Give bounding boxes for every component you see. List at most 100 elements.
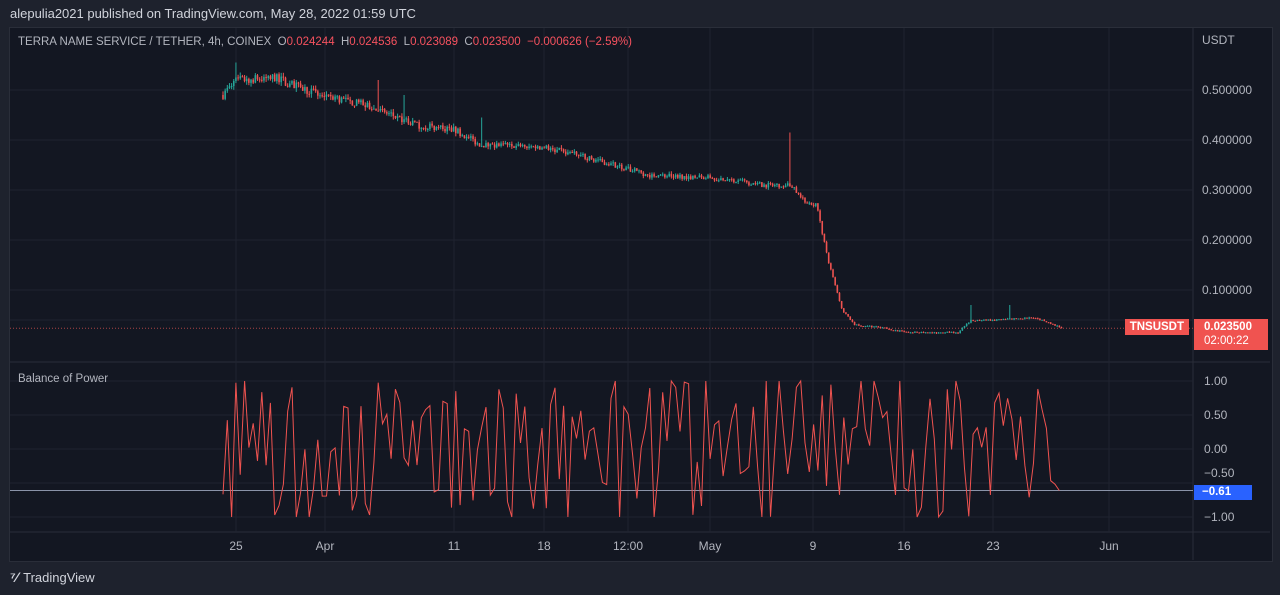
candle-body (230, 86, 233, 88)
candle-body (817, 203, 819, 211)
candle-body (252, 79, 254, 83)
candle-body (942, 332, 944, 334)
candle-body (871, 325, 873, 328)
candle-body (500, 143, 502, 146)
candle-body (239, 76, 242, 79)
candle-body (877, 326, 880, 328)
candle-body (888, 328, 890, 330)
candle-body (276, 74, 278, 82)
candle-body (903, 330, 905, 332)
candle-body (806, 202, 808, 204)
candle-body (1004, 319, 1007, 321)
price-tick-label: 0.200000 (1202, 233, 1252, 247)
candle-body (534, 146, 537, 149)
candle-body (821, 221, 824, 234)
candle-body (989, 319, 992, 321)
candle-body (457, 128, 459, 134)
candle-body (855, 324, 858, 326)
candle-body (319, 95, 321, 97)
candle-body (1047, 322, 1050, 324)
candle-body (761, 182, 763, 187)
candle-body (679, 174, 681, 178)
candle-body (409, 123, 412, 125)
candle-body (1008, 318, 1011, 320)
candle-body (655, 176, 658, 178)
candle-body (603, 162, 606, 165)
candle-body (278, 74, 280, 83)
candle-body (965, 323, 968, 327)
candle-body (802, 197, 804, 199)
candle-body (657, 175, 660, 178)
candle-body (864, 326, 867, 328)
candle-body (702, 177, 705, 180)
candle-body (866, 325, 869, 327)
candle-body (842, 308, 845, 313)
candle-body (1054, 324, 1056, 326)
candle-body (390, 112, 392, 114)
candle-body (336, 96, 339, 98)
candle-body (1049, 322, 1052, 324)
candle-body (416, 121, 418, 123)
high-label: H (340, 36, 350, 48)
candle-body (808, 202, 811, 204)
time-label: 12:00 (613, 539, 643, 553)
candle-body (1058, 325, 1061, 328)
candle-body (439, 125, 442, 128)
close-value: 0.023500 (472, 36, 521, 48)
candle-body (927, 332, 929, 334)
candle-body (648, 175, 651, 178)
candle-body (756, 183, 759, 185)
candle-body (955, 332, 957, 334)
candle-body (396, 116, 399, 118)
candle-body (347, 97, 349, 100)
candle-body (786, 183, 789, 186)
high-value: 0.024536 (349, 36, 398, 48)
candle-body (644, 174, 647, 177)
candle-body (332, 96, 334, 100)
candle-body (314, 88, 317, 92)
candle-body (442, 125, 444, 130)
candle-body (592, 159, 595, 162)
candle-body (952, 331, 955, 333)
candle-body (696, 177, 699, 179)
candle-body (993, 319, 996, 321)
candle-body (504, 143, 507, 145)
candle-body (295, 82, 298, 89)
candle-body (472, 136, 474, 140)
price-tick-label: 0.300000 (1202, 183, 1252, 197)
candle-body (282, 76, 285, 78)
candle-body (345, 97, 347, 99)
candle-body (523, 145, 526, 147)
candle-body (1039, 318, 1041, 321)
candle-body (692, 175, 694, 179)
chart-frame[interactable] (9, 27, 1273, 562)
candle-body (459, 128, 461, 136)
candle-body (530, 146, 533, 148)
candle-body (232, 80, 235, 87)
tradingview-logo[interactable]: ⁷⁄ TradingView (10, 569, 95, 585)
candle-body (491, 143, 494, 145)
candle-body (830, 263, 832, 270)
candle-body (245, 78, 248, 82)
candle-body (715, 180, 718, 182)
bop-tick-label: 1.00 (1204, 374, 1228, 388)
candle-body (575, 151, 578, 155)
candle-body (638, 170, 640, 172)
candle-body (301, 87, 304, 91)
candle-body (237, 77, 239, 79)
candle-body (670, 173, 673, 177)
candle-body (310, 88, 313, 94)
candle-body (664, 174, 666, 178)
bop-line (222, 379, 1060, 519)
bop-tick-label: −1.00 (1204, 510, 1235, 524)
candle-body (929, 332, 931, 334)
candle-body (547, 145, 550, 151)
candle-body (426, 128, 429, 130)
candle-body (373, 108, 375, 110)
candle-body (819, 210, 821, 222)
candle-body (836, 285, 839, 293)
candle-body (879, 327, 882, 329)
candle-body (569, 152, 571, 154)
candle-body (797, 192, 800, 194)
